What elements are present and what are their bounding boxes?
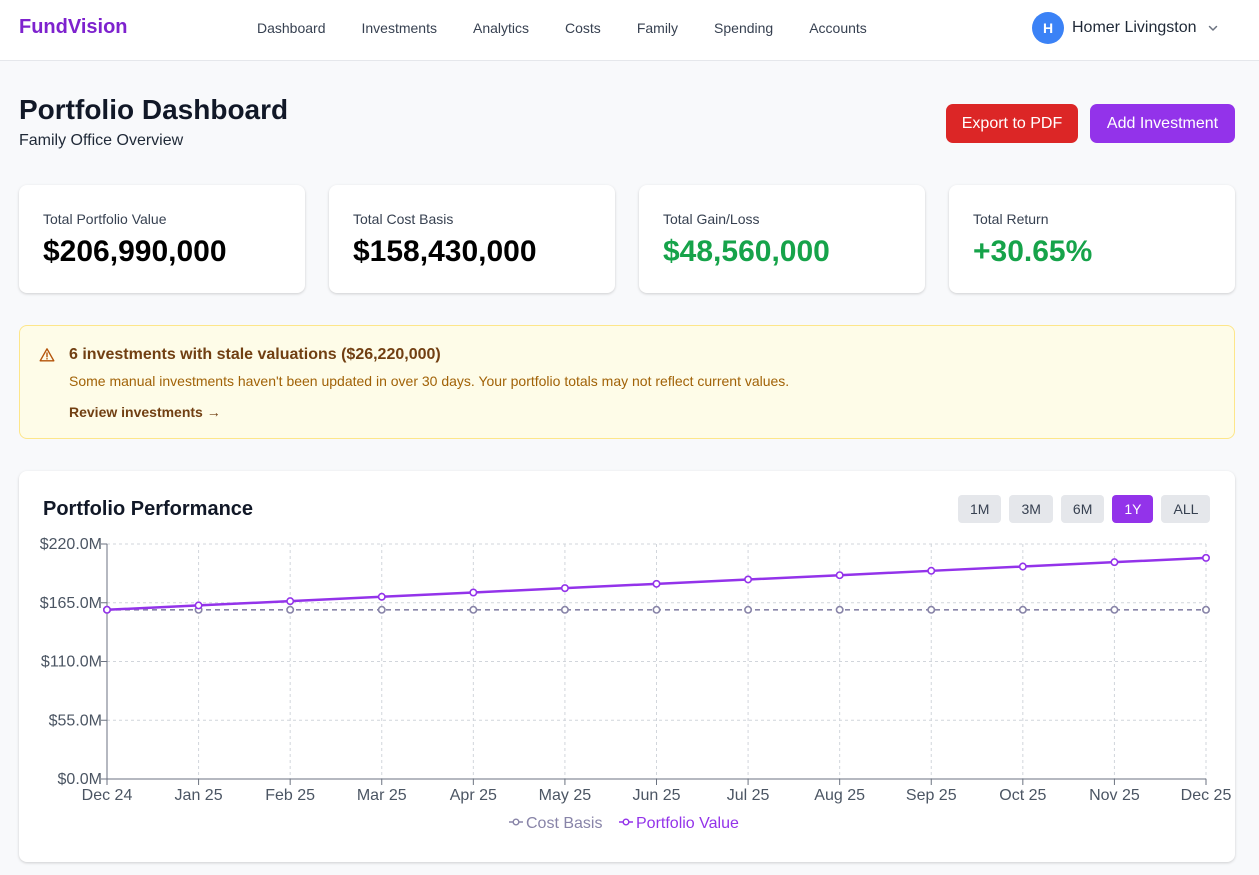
stat-label: Total Cost Basis — [353, 211, 454, 227]
portfolio-value-point — [194, 601, 203, 610]
x-tick-label: Dec 25 — [1181, 787, 1232, 804]
nav-item-spending[interactable]: Spending — [714, 20, 774, 36]
range-1m-button[interactable]: 1M — [958, 495, 1002, 523]
x-tick-label: Sep 25 — [906, 787, 957, 804]
x-tick-label: Dec 24 — [82, 787, 133, 804]
user-menu[interactable]: H Homer Livingston — [1032, 12, 1219, 44]
cost-basis-point — [927, 605, 936, 614]
x-tick-label: May 25 — [539, 787, 592, 804]
alert-message: Some manual investments haven't been upd… — [69, 373, 790, 389]
portfolio-value-point — [1018, 562, 1027, 571]
review-investments-link[interactable]: Review investments → — [69, 404, 221, 420]
cost-basis-point — [377, 605, 386, 614]
cost-basis-point — [1202, 605, 1211, 614]
stat-value: $158,430,000 — [353, 235, 537, 268]
page-subtitle: Family Office Overview — [19, 132, 184, 149]
cost-basis-point — [835, 605, 844, 614]
portfolio-value-point — [560, 584, 569, 593]
portfolio-value-point — [1110, 558, 1119, 567]
x-tick-label: Aug 25 — [814, 787, 865, 804]
range-3m-button[interactable]: 3M — [1009, 495, 1053, 523]
stat-card-total-return: Total Return +30.65% — [949, 185, 1235, 293]
top-navbar: FundVision Dashboard Investments Analyti… — [0, 0, 1259, 61]
cost-basis-point — [1018, 605, 1027, 614]
portfolio-value-point — [744, 575, 753, 584]
cost-basis-point — [560, 605, 569, 614]
stat-value: $48,560,000 — [663, 235, 830, 268]
cost-basis-point — [744, 605, 753, 614]
portfolio-performance-card: Portfolio Performance 1M 3M 6M 1Y ALL $0… — [19, 471, 1235, 862]
nav-item-costs[interactable]: Costs — [565, 20, 601, 36]
stat-label: Total Return — [973, 211, 1049, 227]
nav-item-investments[interactable]: Investments — [361, 20, 437, 36]
x-tick-label: Jan 25 — [175, 787, 223, 804]
stale-valuation-alert: 6 investments with stale valuations ($26… — [19, 325, 1235, 439]
x-tick-label: Jul 25 — [727, 787, 770, 804]
add-investment-button[interactable]: Add Investment — [1090, 104, 1235, 143]
legend-swatch-dot — [622, 818, 630, 826]
legend-swatch-dot — [512, 818, 520, 826]
y-tick-label: $55.0M — [49, 712, 102, 729]
page-title: Portfolio Dashboard — [19, 94, 289, 125]
y-tick-label: $165.0M — [40, 595, 102, 612]
brand-logo[interactable]: FundVision — [19, 16, 128, 38]
range-6m-button[interactable]: 6M — [1060, 495, 1105, 523]
nav-item-accounts[interactable]: Accounts — [809, 20, 867, 36]
y-tick-label: $110.0M — [41, 654, 102, 671]
cost-basis-point — [1110, 605, 1119, 614]
stat-label: Total Portfolio Value — [43, 211, 167, 227]
y-tick-label: $0.0M — [58, 771, 102, 788]
time-range-selector: 1M 3M 6M 1Y ALL — [958, 495, 1218, 523]
x-tick-label: Mar 25 — [357, 787, 407, 804]
stat-card-gain-loss: Total Gain/Loss $48,560,000 — [639, 185, 925, 293]
portfolio-value-point — [103, 605, 112, 614]
portfolio-value-point — [286, 597, 295, 606]
x-tick-label: Nov 25 — [1089, 787, 1140, 804]
export-pdf-button[interactable]: Export to PDF — [946, 104, 1078, 143]
x-tick-label: Feb 25 — [265, 787, 315, 804]
nav-item-dashboard[interactable]: Dashboard — [257, 20, 326, 36]
chevron-down-icon — [1208, 25, 1217, 31]
portfolio-value-point — [469, 588, 478, 597]
stat-label: Total Gain/Loss — [663, 211, 760, 227]
stat-value: $206,990,000 — [43, 235, 227, 268]
portfolio-value-point — [835, 571, 844, 580]
nav-item-family[interactable]: Family — [636, 20, 679, 36]
user-name: Homer Livingston — [1072, 19, 1197, 36]
portfolio-value-point — [652, 579, 661, 588]
portfolio-value-point — [1202, 553, 1211, 562]
portfolio-value-point — [927, 566, 936, 575]
stat-card-cost-basis: Total Cost Basis $158,430,000 — [329, 185, 615, 293]
legend-label: Cost Basis — [526, 815, 602, 832]
nav-item-analytics[interactable]: Analytics — [472, 20, 530, 36]
cost-basis-point — [469, 605, 478, 614]
cost-basis-point — [286, 605, 295, 614]
stat-card-portfolio-value: Total Portfolio Value $206,990,000 — [19, 185, 305, 293]
performance-line-chart: $0.0M $55.0M $110.0M $165.0M $220.0M Dec 24 Ja… — [40, 536, 1232, 832]
range-all-button[interactable]: ALL — [1161, 495, 1211, 523]
cost-basis-point — [652, 605, 661, 614]
x-tick-label: Apr 25 — [450, 787, 497, 804]
x-tick-label: Jun 25 — [632, 787, 680, 804]
x-tick-label: Oct 25 — [999, 787, 1046, 804]
stat-value: +30.65% — [973, 235, 1093, 268]
chart-title: Portfolio Performance — [43, 498, 254, 520]
alert-title: 6 investments with stale valuations ($26… — [69, 346, 441, 363]
range-1y-button[interactable]: 1Y — [1112, 495, 1154, 523]
portfolio-value-point — [377, 592, 386, 601]
avatar: H — [1032, 12, 1064, 44]
y-tick-label: $220.0M — [40, 536, 102, 553]
main-nav: Dashboard Investments Analytics Costs Fa… — [241, 10, 887, 46]
warning-icon — [39, 348, 55, 362]
legend-label: Portfolio Value — [636, 815, 739, 832]
